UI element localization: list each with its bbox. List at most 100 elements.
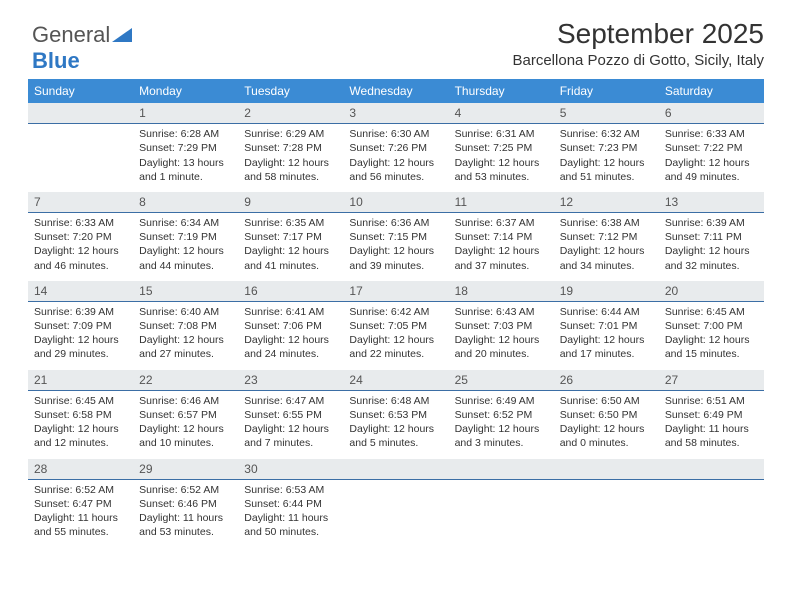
- day-line: Daylight: 13 hours: [139, 156, 232, 170]
- day-number: 25: [449, 370, 554, 391]
- day-line: Sunrise: 6:31 AM: [455, 127, 548, 141]
- day-line: Sunrise: 6:33 AM: [34, 216, 127, 230]
- day-line: Sunrise: 6:42 AM: [349, 305, 442, 319]
- day-line: Sunrise: 6:48 AM: [349, 394, 442, 408]
- day-content: Sunrise: 6:53 AMSunset: 6:44 PMDaylight:…: [238, 480, 343, 548]
- day-line: Daylight: 12 hours: [560, 333, 653, 347]
- calendar-day-cell: 7Sunrise: 6:33 AMSunset: 7:20 PMDaylight…: [28, 192, 133, 281]
- day-line: Sunset: 7:11 PM: [665, 230, 758, 244]
- day-number: .: [343, 459, 448, 480]
- day-number: 3: [343, 103, 448, 124]
- day-line: Daylight: 12 hours: [455, 422, 548, 436]
- calendar-day-cell: 18Sunrise: 6:43 AMSunset: 7:03 PMDayligh…: [449, 281, 554, 370]
- day-line: Sunrise: 6:52 AM: [34, 483, 127, 497]
- day-line: Daylight: 12 hours: [349, 333, 442, 347]
- day-line: Sunrise: 6:45 AM: [34, 394, 127, 408]
- location-label: Barcellona Pozzo di Gotto, Sicily, Italy: [28, 52, 764, 69]
- day-content: Sunrise: 6:42 AMSunset: 7:05 PMDaylight:…: [343, 302, 448, 370]
- day-number: 20: [659, 281, 764, 302]
- weekday-header: Friday: [554, 79, 659, 103]
- calendar-day-cell: 13Sunrise: 6:39 AMSunset: 7:11 PMDayligh…: [659, 192, 764, 281]
- day-line: Daylight: 11 hours: [665, 422, 758, 436]
- day-line: Daylight: 12 hours: [665, 156, 758, 170]
- calendar-day-cell: 30Sunrise: 6:53 AMSunset: 6:44 PMDayligh…: [238, 459, 343, 548]
- day-number: 24: [343, 370, 448, 391]
- day-content: Sunrise: 6:40 AMSunset: 7:08 PMDaylight:…: [133, 302, 238, 370]
- day-number: 14: [28, 281, 133, 302]
- calendar-day-cell: 11Sunrise: 6:37 AMSunset: 7:14 PMDayligh…: [449, 192, 554, 281]
- day-line: Sunrise: 6:35 AM: [244, 216, 337, 230]
- day-line: Sunset: 6:52 PM: [455, 408, 548, 422]
- calendar-day-cell: 19Sunrise: 6:44 AMSunset: 7:01 PMDayligh…: [554, 281, 659, 370]
- day-number: 7: [28, 192, 133, 213]
- day-content: Sunrise: 6:51 AMSunset: 6:49 PMDaylight:…: [659, 391, 764, 459]
- calendar-day-cell: 3Sunrise: 6:30 AMSunset: 7:26 PMDaylight…: [343, 103, 448, 192]
- day-content: Sunrise: 6:50 AMSunset: 6:50 PMDaylight:…: [554, 391, 659, 459]
- day-number: 18: [449, 281, 554, 302]
- day-line: and 10 minutes.: [139, 436, 232, 450]
- day-line: Sunset: 7:05 PM: [349, 319, 442, 333]
- calendar-day-cell: 22Sunrise: 6:46 AMSunset: 6:57 PMDayligh…: [133, 370, 238, 459]
- day-line: and 7 minutes.: [244, 436, 337, 450]
- day-line: Daylight: 12 hours: [560, 422, 653, 436]
- day-line: Daylight: 12 hours: [244, 422, 337, 436]
- day-line: Daylight: 12 hours: [244, 244, 337, 258]
- calendar-day-cell: 12 Sunrise: 6:38 AMSunset: 7:12 PMDayligh…: [554, 192, 659, 281]
- day-line: and 55 minutes.: [34, 525, 127, 539]
- calendar-day-cell: .: [659, 459, 764, 548]
- day-number: 5: [554, 103, 659, 124]
- day-line: Sunset: 7:17 PM: [244, 230, 337, 244]
- day-content: Sunrise: 6:48 AMSunset: 6:53 PMDaylight:…: [343, 391, 448, 459]
- day-content: Sunrise: 6:47 AMSunset: 6:55 PMDaylight:…: [238, 391, 343, 459]
- day-line: Sunrise: 6:33 AM: [665, 127, 758, 141]
- calendar-day-cell: 1Sunrise: 6:28 AMSunset: 7:29 PMDaylight…: [133, 103, 238, 192]
- day-line: Sunset: 7:08 PM: [139, 319, 232, 333]
- day-line: Sunrise: 6:38 AM: [560, 216, 653, 230]
- day-line: Sunset: 7:20 PM: [34, 230, 127, 244]
- day-line: Sunset: 7:26 PM: [349, 141, 442, 155]
- day-line: Sunset: 7:12 PM: [560, 230, 653, 244]
- day-line: Sunset: 6:53 PM: [349, 408, 442, 422]
- day-number: .: [659, 459, 764, 480]
- day-number: 29: [133, 459, 238, 480]
- calendar-day-cell: 16Sunrise: 6:41 AMSunset: 7:06 PMDayligh…: [238, 281, 343, 370]
- day-line: Sunrise: 6:37 AM: [455, 216, 548, 230]
- day-content: Sunrise: 6:31 AMSunset: 7:25 PMDaylight:…: [449, 124, 554, 192]
- day-line: Daylight: 12 hours: [560, 244, 653, 258]
- day-line: and 37 minutes.: [455, 259, 548, 273]
- brand-part2: Blue: [32, 48, 80, 73]
- day-content: Sunrise: 6:30 AMSunset: 7:26 PMDaylight:…: [343, 124, 448, 192]
- day-line: Sunset: 7:01 PM: [560, 319, 653, 333]
- calendar-day-cell: 24Sunrise: 6:48 AMSunset: 6:53 PMDayligh…: [343, 370, 448, 459]
- day-line: Sunrise: 6:43 AM: [455, 305, 548, 319]
- day-line: Sunset: 7:14 PM: [455, 230, 548, 244]
- day-number: 19: [554, 281, 659, 302]
- day-number: 1: [133, 103, 238, 124]
- day-line: and 5 minutes.: [349, 436, 442, 450]
- day-line: Sunrise: 6:32 AM: [560, 127, 653, 141]
- calendar-day-cell: .: [343, 459, 448, 548]
- calendar-day-cell: 20Sunrise: 6:45 AMSunset: 7:00 PMDayligh…: [659, 281, 764, 370]
- calendar-day-cell: 2Sunrise: 6:29 AMSunset: 7:28 PMDaylight…: [238, 103, 343, 192]
- day-line: and 50 minutes.: [244, 525, 337, 539]
- day-line: Daylight: 12 hours: [665, 244, 758, 258]
- day-number: 23: [238, 370, 343, 391]
- day-number: 30: [238, 459, 343, 480]
- day-line: Sunrise: 6:40 AM: [139, 305, 232, 319]
- day-line: and 53 minutes.: [455, 170, 548, 184]
- calendar-day-cell: .: [28, 103, 133, 192]
- day-line: and 0 minutes.: [560, 436, 653, 450]
- day-content: Sunrise: 6:39 AMSunset: 7:11 PMDaylight:…: [659, 213, 764, 281]
- day-content: Sunrise: 6:46 AMSunset: 6:57 PMDaylight:…: [133, 391, 238, 459]
- calendar-day-cell: 8Sunrise: 6:34 AMSunset: 7:19 PMDaylight…: [133, 192, 238, 281]
- day-line: Sunrise: 6:53 AM: [244, 483, 337, 497]
- day-line: and 58 minutes.: [244, 170, 337, 184]
- day-line: Daylight: 12 hours: [34, 333, 127, 347]
- day-number: 12: [554, 192, 659, 213]
- brand-triangle-icon: [112, 28, 132, 44]
- day-content: Sunrise: 6:45 AMSunset: 7:00 PMDaylight:…: [659, 302, 764, 370]
- day-line: Sunrise: 6:52 AM: [139, 483, 232, 497]
- day-content: Sunrise: 6:33 AMSunset: 7:22 PMDaylight:…: [659, 124, 764, 192]
- calendar-day-cell: 10Sunrise: 6:36 AMSunset: 7:15 PMDayligh…: [343, 192, 448, 281]
- day-number: 2: [238, 103, 343, 124]
